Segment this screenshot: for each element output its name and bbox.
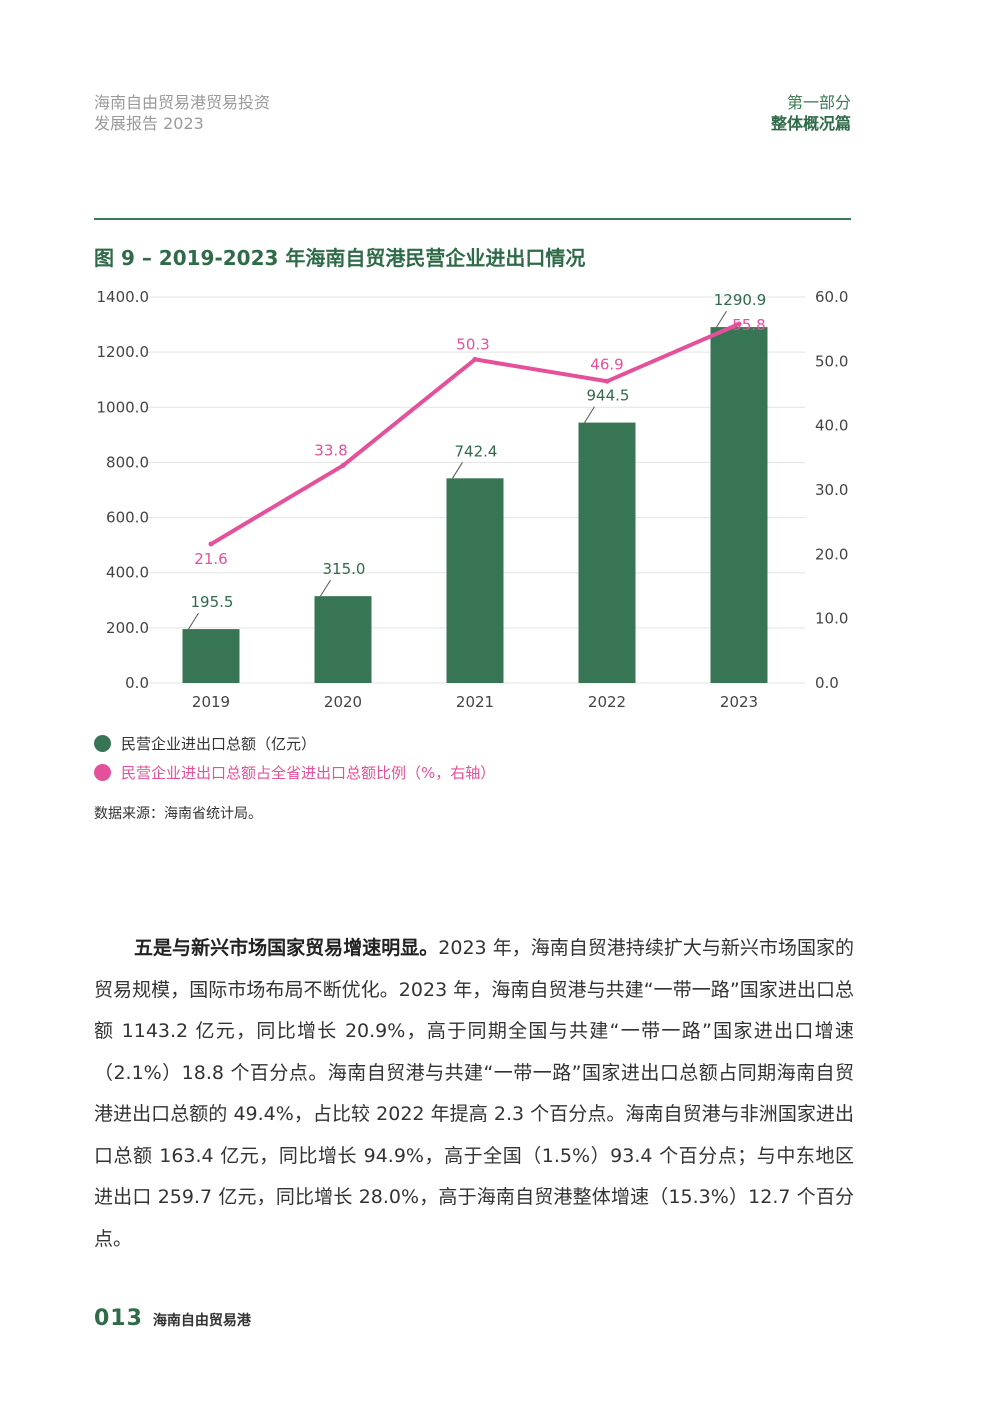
bar-label-leader: [320, 579, 331, 597]
y-right-tick-label: 40.0: [815, 417, 848, 435]
y-right-tick-label: 30.0: [815, 481, 848, 499]
x-tick-label: 2020: [324, 693, 362, 711]
body-paragraph: 五是与新兴市场国家贸易增速明显。2023 年，海南自贸港持续扩大与新兴市场国家的…: [94, 928, 854, 1260]
bar-label-leader: [716, 310, 727, 328]
line-point: [736, 321, 742, 327]
legend-line-label: 民营企业进出口总额占全省进出口总额比例（%，右轴）: [121, 764, 496, 782]
bar: [314, 596, 372, 683]
page-number: 013: [94, 1306, 143, 1331]
line-point: [472, 356, 478, 362]
bar: [578, 422, 636, 683]
combo-chart: 0.0 200.0 400.0 600.0 800.0 1000.0 1200.0 1400.…: [97, 288, 849, 711]
x-tick-label: 2022: [588, 693, 626, 711]
line-value-label: 33.8: [314, 442, 347, 460]
line-value-label: 50.3: [456, 335, 489, 353]
line-value-label: 21.6: [194, 550, 227, 568]
x-tick-label: 2021: [456, 693, 494, 711]
bar-value-label: 315.0: [323, 560, 366, 578]
y-left-tick-label: 600.0: [106, 509, 149, 527]
bar-value-label: 944.5: [587, 387, 630, 405]
y-left-tick-label: 200.0: [106, 619, 149, 637]
legend-bar-swatch: [94, 735, 111, 752]
y-right-tick-label: 10.0: [815, 610, 848, 628]
part-label: 第一部分: [786, 93, 851, 112]
bar-value-label: 195.5: [191, 593, 234, 611]
section-header: 第一部分 整体概况篇: [771, 92, 851, 134]
paragraph-lead: 五是与新兴市场国家贸易增速明显。: [134, 937, 439, 959]
line-point: [340, 463, 346, 469]
line-value-label: 55.8: [732, 316, 765, 334]
x-tick-label: 2023: [720, 693, 758, 711]
bar-value-label: 742.4: [455, 442, 498, 460]
line-value-label: 46.9: [590, 355, 623, 373]
y-left-tick-label: 800.0: [106, 453, 149, 471]
legend-line-swatch: [94, 764, 111, 781]
y-left-tick-label: 0.0: [125, 674, 149, 692]
report-title: 海南自由贸易港贸易投资 发展报告 2023: [94, 92, 270, 134]
report-title-line1: 海南自由贸易港贸易投资: [94, 93, 271, 112]
figure-title: 图 9 – 2019-2023 年海南自贸港民营企业进出口情况: [94, 246, 586, 270]
bar-label-leader: [188, 612, 199, 630]
bar-label-leader: [584, 406, 595, 423]
page-footer: 013 海南自由贸易港: [94, 1306, 251, 1331]
y-left-tick-label: 1000.0: [97, 398, 150, 416]
y-right-tick-label: 0.0: [815, 674, 839, 692]
y-left-tick-label: 400.0: [106, 564, 149, 582]
y-left-tick-label: 1200.0: [97, 343, 150, 361]
report-title-line2: 发展报告 2023: [94, 114, 204, 133]
y-left-tick-label: 1400.0: [97, 288, 150, 306]
bar: [182, 629, 240, 683]
section-label: 整体概况篇: [770, 114, 851, 133]
paragraph-text: 2023 年，海南自贸港持续扩大与新兴市场国家的贸易规模，国际市场布局不断优化。…: [94, 937, 854, 1250]
y-right-tick-label: 60.0: [815, 288, 848, 306]
y-right-tick-label: 50.0: [815, 352, 848, 370]
data-source: 数据来源：海南省统计局。: [94, 806, 262, 822]
legend-item-line: 民营企业进出口总额占全省进出口总额比例（%，右轴）: [94, 762, 495, 783]
bar: [446, 478, 504, 683]
legend-item-bar: 民营企业进出口总额（亿元）: [94, 733, 316, 754]
x-tick-label: 2019: [192, 693, 230, 711]
line-point: [604, 378, 610, 384]
y-right-tick-label: 20.0: [815, 545, 848, 563]
legend-bar-label: 民营企业进出口总额（亿元）: [121, 735, 317, 753]
line-point: [208, 541, 214, 547]
bar: [710, 327, 768, 683]
header-divider: [94, 218, 851, 220]
footer-label: 海南自由贸易港: [152, 1313, 251, 1329]
bar-value-label: 1290.9: [714, 291, 767, 309]
bar-label-leader: [452, 462, 463, 479]
